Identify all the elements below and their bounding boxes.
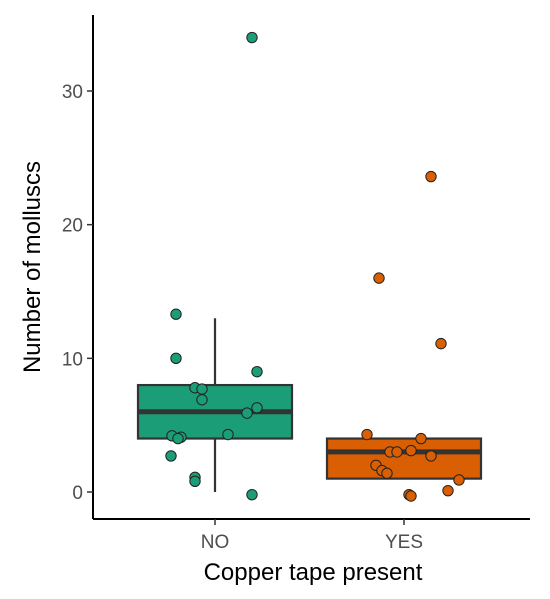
data-point (405, 490, 417, 502)
data-point (361, 428, 373, 441)
y-tick-label: 20 (62, 216, 83, 237)
data-point (391, 446, 403, 458)
box-yes (325, 437, 483, 480)
data-point (222, 428, 234, 441)
data-point (172, 432, 184, 445)
data-point (170, 352, 182, 365)
y-tick-label: 30 (62, 82, 83, 103)
data-point (246, 31, 258, 44)
y-tick-label: 0 (72, 483, 83, 504)
data-point (442, 484, 454, 497)
data-point (196, 394, 208, 406)
data-point (251, 402, 263, 414)
y-axis-title: Number of molluscs (19, 161, 46, 373)
data-point (165, 450, 177, 462)
data-point (425, 450, 437, 462)
x-tick-label: NO (201, 532, 230, 553)
data-point (246, 488, 258, 501)
data-point (196, 383, 208, 395)
data-point (251, 366, 263, 378)
data-point (435, 337, 447, 350)
data-point (415, 432, 427, 445)
data-point (189, 475, 201, 488)
data-point (453, 474, 465, 486)
data-point (373, 272, 385, 284)
plot-area: 0 10 20 30 NO YES (62, 15, 530, 553)
y-tick-label: 10 (62, 349, 83, 370)
data-point (170, 308, 182, 320)
data-point (425, 170, 437, 183)
data-point (405, 444, 417, 457)
x-axis-title: Copper tape present (204, 559, 423, 586)
x-tick-label: YES (385, 532, 423, 553)
data-point (381, 467, 393, 479)
data-point (241, 407, 253, 419)
